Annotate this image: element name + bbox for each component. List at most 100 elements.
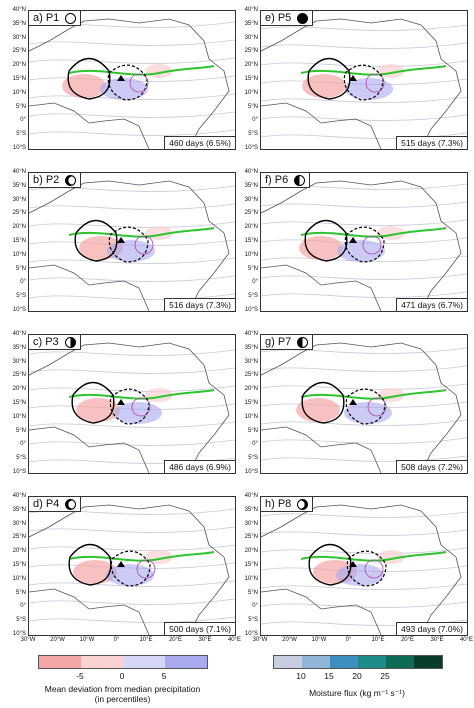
lat-label: 20°N bbox=[244, 224, 258, 231]
lat-label: 5°S bbox=[248, 617, 258, 624]
flux-color-1 bbox=[274, 656, 302, 668]
lat-label: 0° bbox=[20, 603, 26, 610]
lat-label: 35°N bbox=[244, 506, 258, 513]
lat-label: 0° bbox=[20, 117, 26, 124]
map-canvas bbox=[29, 18, 235, 149]
lon-label: 20°E bbox=[168, 637, 183, 643]
lat-label: 40°N bbox=[12, 169, 26, 175]
panel-title: a) P1 bbox=[33, 12, 60, 24]
panel-title: g) P7 bbox=[265, 336, 292, 348]
lat-label: 0° bbox=[252, 441, 258, 448]
lat-label: 25°N bbox=[244, 372, 258, 379]
lat-label: 35°N bbox=[12, 182, 26, 189]
panel-label: g) P7 bbox=[261, 335, 314, 350]
lat-label: 30°N bbox=[244, 196, 258, 203]
lat-label: 40°N bbox=[244, 7, 258, 13]
lat-label: 35°N bbox=[244, 182, 258, 189]
lat-label: 5°S bbox=[16, 455, 26, 462]
precip-color-2 bbox=[81, 656, 123, 668]
lat-label: 5°N bbox=[15, 265, 26, 272]
lat-label: 5°N bbox=[15, 427, 26, 434]
lat-label: 15°N bbox=[12, 238, 26, 244]
panel-label: f) P6 bbox=[261, 173, 311, 188]
days-count: 516 days (7.3%) bbox=[164, 298, 235, 311]
lat-label: 10°N bbox=[12, 251, 26, 258]
lat-label: 5°S bbox=[16, 617, 26, 624]
lat-label: 0° bbox=[252, 117, 258, 124]
flux-color-4 bbox=[358, 656, 386, 668]
lat-label: 20°N bbox=[244, 386, 258, 393]
precip-color-1 bbox=[39, 656, 81, 668]
lat-label: 10°S bbox=[244, 631, 258, 637]
lat-label: 20°N bbox=[12, 548, 26, 555]
lat-label: 15°N bbox=[244, 238, 258, 244]
precipitation-colorbar bbox=[38, 655, 208, 669]
map-panel-4: d) P4 500 days (7.1%) bbox=[28, 496, 236, 636]
lat-label: 5°N bbox=[247, 265, 258, 272]
map-panel-1: a) P1 460 days (6.5%) bbox=[28, 10, 236, 150]
lon-label: 10°W bbox=[79, 637, 95, 643]
flux-colorbar-title: Moisture flux (kg m⁻¹ s⁻¹) bbox=[309, 688, 405, 698]
lat-label: 25°N bbox=[244, 210, 258, 217]
lat-label: 35°N bbox=[244, 344, 258, 351]
panel-title: b) P2 bbox=[33, 174, 60, 186]
lon-label: 10°E bbox=[139, 637, 153, 643]
lat-label: 30°N bbox=[244, 34, 258, 41]
lat-label: 40°N bbox=[12, 7, 26, 13]
lat-label: 15°N bbox=[12, 562, 26, 568]
lat-label: 35°N bbox=[244, 20, 258, 27]
map-canvas bbox=[261, 342, 467, 473]
flux-tick-4: 25 bbox=[380, 671, 390, 681]
map-panel-7: g) P7 508 days (7.2%) bbox=[260, 334, 468, 474]
lat-label: 30°N bbox=[12, 520, 26, 527]
panel-label: d) P4 bbox=[29, 497, 82, 512]
moon-phase-icon bbox=[65, 498, 77, 510]
panel-label: e) P5 bbox=[261, 11, 314, 26]
lat-label: 10°S bbox=[244, 469, 258, 475]
precip-color-4 bbox=[165, 656, 207, 668]
lon-label: 10°W bbox=[311, 637, 327, 643]
flux-color-6 bbox=[414, 656, 442, 668]
lon-label: 20°W bbox=[282, 637, 297, 643]
lat-label: 25°N bbox=[12, 48, 26, 55]
map-canvas bbox=[29, 504, 235, 635]
panel-label: b) P2 bbox=[29, 173, 82, 188]
lat-label: 10°N bbox=[244, 413, 258, 420]
lat-label: 25°N bbox=[244, 48, 258, 55]
flux-color-5 bbox=[386, 656, 414, 668]
moon-phase-icon bbox=[297, 12, 309, 24]
lat-label: 15°N bbox=[244, 400, 258, 406]
lat-label: 25°N bbox=[244, 534, 258, 541]
map-canvas bbox=[261, 180, 467, 311]
lat-label: 5°N bbox=[15, 103, 26, 110]
lat-label: 10°N bbox=[244, 575, 258, 582]
lon-label: 0° bbox=[113, 637, 120, 643]
lat-label: 30°N bbox=[12, 34, 26, 41]
lat-label: 0° bbox=[252, 279, 258, 286]
lat-label: 5°S bbox=[248, 455, 258, 462]
moon-phase-icon bbox=[65, 12, 77, 24]
lat-label: 10°N bbox=[12, 575, 26, 582]
panel-title: e) P5 bbox=[265, 12, 292, 24]
map-canvas bbox=[29, 180, 235, 311]
lat-label: 5°N bbox=[15, 589, 26, 596]
lon-label: 40°E bbox=[459, 637, 474, 643]
days-count: 493 days (7.0%) bbox=[396, 622, 467, 635]
panel-label: c) P3 bbox=[29, 335, 81, 350]
lat-label: 35°N bbox=[12, 20, 26, 27]
flux-color-3 bbox=[330, 656, 358, 668]
lon-label: 0° bbox=[345, 637, 352, 643]
lat-label: 25°N bbox=[12, 372, 26, 379]
lat-label: 20°N bbox=[244, 548, 258, 555]
lat-label: 5°S bbox=[248, 293, 258, 300]
precip-title-line1: Mean deviation from median precipitation bbox=[44, 684, 201, 694]
flux-color-2 bbox=[302, 656, 330, 668]
days-count: 486 days (6.9%) bbox=[164, 460, 235, 473]
lat-label: 40°N bbox=[12, 331, 26, 337]
lon-label: 10°E bbox=[371, 637, 385, 643]
moon-phase-icon bbox=[297, 498, 309, 510]
moon-phase-icon bbox=[297, 336, 309, 348]
lat-label: 10°N bbox=[244, 251, 258, 258]
lat-label: 5°S bbox=[16, 131, 26, 138]
lon-label: 20°W bbox=[50, 637, 65, 643]
